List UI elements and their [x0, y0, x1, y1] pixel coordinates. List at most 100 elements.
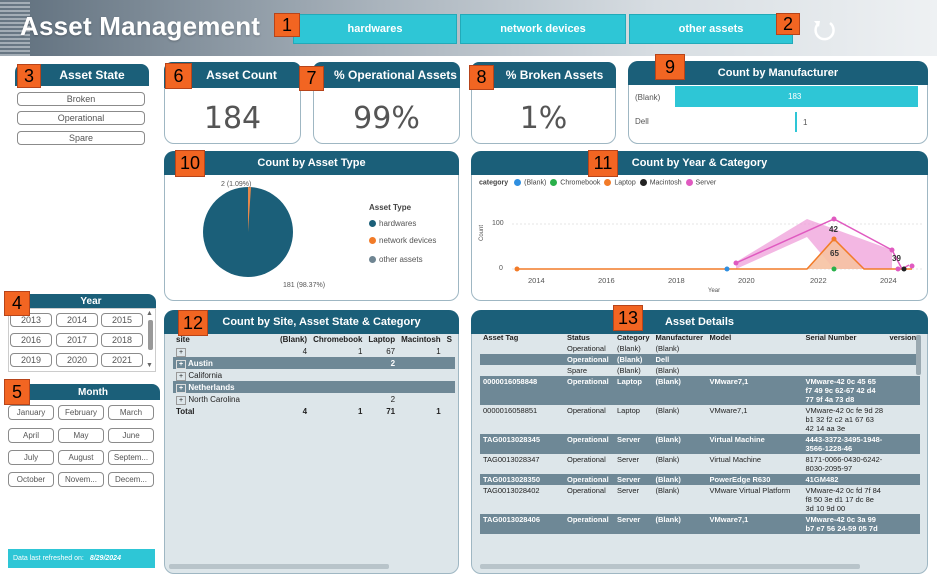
table-row[interactable]: Operational (Blank) Dell [480, 354, 920, 365]
manufacturer-bar-value: 1 [803, 118, 808, 127]
month-option[interactable]: Decem... [108, 472, 154, 487]
refresh-date: 8/29/2024 [89, 555, 121, 562]
year-option[interactable]: 2018 [101, 333, 143, 347]
nav-network-devices-button[interactable]: network devices [460, 14, 626, 44]
manufacturer-bar-value: 183 [788, 92, 802, 101]
asset-type-pie[interactable] [165, 152, 460, 302]
expand-icon: + [176, 395, 187, 405]
table-row[interactable]: TAG0013028406 Operational Server (Blank) VMw… [480, 514, 920, 534]
year-option[interactable]: 2017 [56, 333, 98, 347]
year-option[interactable]: 2020 [56, 353, 98, 367]
month-option[interactable]: Novem... [58, 472, 104, 487]
year-option[interactable]: 2016 [10, 333, 52, 347]
table-row[interactable]: Spare (Blank) (Blank) [567, 366, 680, 375]
year-header: Year [10, 294, 156, 308]
month-option[interactable]: May [58, 428, 104, 443]
callout-badge: 5 [4, 379, 30, 405]
matrix-hscrollbar[interactable] [169, 564, 389, 569]
expand-icon: + [176, 383, 187, 393]
year-option[interactable]: 2014 [56, 313, 98, 327]
x-tick: 2014 [528, 276, 545, 285]
month-option[interactable]: July [8, 450, 54, 465]
asset-type-title: Count by Asset Type [164, 151, 459, 175]
year-category-chart[interactable] [472, 152, 929, 302]
asset-type-card: Count by Asset Type 2 (1.09%) 181 (98.37… [164, 151, 459, 301]
table-row[interactable]: TAG0013028350 Operational Server (Blank) Pow… [480, 474, 920, 485]
x-tick: 2020 [738, 276, 755, 285]
year-option[interactable]: 2021 [101, 353, 143, 367]
x-axis-label: Year [708, 288, 721, 294]
callout-badge: 1 [274, 13, 300, 37]
table-row[interactable]: + California [173, 369, 455, 381]
app-title: Asset Management [20, 11, 261, 41]
pie-slice-network-devices [248, 186, 251, 232]
asset-state-broken[interactable]: Broken [17, 92, 145, 106]
month-option[interactable]: Septem... [108, 450, 154, 465]
reset-icon[interactable] [808, 16, 840, 44]
nav-hardwares-button[interactable]: hardwares [293, 14, 457, 44]
details-vscrollbar[interactable] [916, 335, 921, 375]
scroll-up-icon[interactable]: ▲ [146, 310, 153, 317]
year-option[interactable]: 2015 [101, 313, 143, 327]
year-option[interactable]: 2013 [10, 313, 52, 327]
y-tick: 0 [499, 265, 503, 272]
table-row[interactable]: Operational (Blank) (Blank) [567, 344, 680, 353]
kpi-operational-title: % Operational Assets [313, 62, 460, 88]
x-tick: 2024 [880, 276, 897, 285]
asset-state-spare[interactable]: Spare [17, 131, 145, 145]
year-option[interactable]: 2019 [10, 353, 52, 367]
site-matrix-card: Count by Site, Asset State & Category si… [164, 310, 459, 574]
nav-other-assets-button[interactable]: other assets [629, 14, 793, 44]
year-category-card: Count by Year & Category category (Blank… [471, 151, 928, 301]
table-row[interactable]: 0000016058848 Operational Laptop (Blank) VMw… [480, 376, 920, 405]
table-row[interactable]: TAG0013028345 Operational Server (Blank) Vir… [480, 434, 920, 454]
asset-state-header: Asset State [15, 64, 149, 86]
scroll-down-icon[interactable]: ▼ [146, 362, 153, 369]
manufacturer-row-label: Dell [635, 117, 649, 126]
point-server [831, 216, 837, 222]
legend-item-network-devices[interactable]: network devices [369, 236, 436, 245]
legend-item-hardwares[interactable]: hardwares [369, 219, 416, 228]
y-axis-label: Count [479, 224, 486, 242]
point-laptop [831, 236, 837, 242]
month-option[interactable]: August [58, 450, 104, 465]
x-tick: 2018 [668, 276, 685, 285]
matrix-header-row: site (Blank) Chromebook Laptop Macintosh… [176, 334, 452, 344]
asset-details-card: Asset Details Asset Tag Status Category … [471, 310, 928, 574]
manufacturer-bar[interactable] [795, 112, 797, 132]
year-scrollbar[interactable] [148, 320, 153, 350]
table-row[interactable]: + Austin 2 [173, 357, 455, 369]
legend-dot-icon [369, 256, 376, 264]
asset-state-operational[interactable]: Operational [17, 111, 145, 125]
site-matrix-table: site (Blank) Chromebook Laptop Macintosh… [173, 333, 455, 417]
callout-badge: 11 [588, 150, 618, 177]
month-option[interactable]: February [58, 405, 104, 420]
details-hscrollbar[interactable] [480, 564, 860, 569]
month-option[interactable]: October [8, 472, 54, 487]
kpi-broken-title: % Broken Assets [471, 62, 616, 88]
manufacturer-bar[interactable] [675, 86, 918, 107]
table-row[interactable]: TAG0013028402 Operational Server (Blank) VMw… [483, 486, 881, 513]
month-option[interactable]: April [8, 428, 54, 443]
pie-label-small: 2 (1.09%) [221, 181, 252, 188]
expand-icon: + [176, 371, 187, 381]
asset-details-scroll[interactable]: Asset Tag Status Category Manufacturer M… [480, 332, 920, 568]
table-row[interactable]: 0000016058851 Operational Laptop (Blank) VMw… [483, 406, 884, 433]
table-row[interactable]: + 4 1 67 1 [173, 345, 455, 357]
month-option[interactable]: June [108, 428, 154, 443]
data-label: 42 [829, 225, 838, 234]
point-blank [724, 266, 730, 272]
point-laptop [514, 266, 520, 272]
data-label: 65 [830, 249, 839, 258]
kpi-asset-count-value: 184 [203, 100, 262, 136]
legend-item-other-assets[interactable]: other assets [369, 255, 423, 264]
table-row[interactable]: + North Carolina 2 [173, 393, 455, 405]
point-server [733, 260, 739, 266]
table-row[interactable]: + Netherlands [173, 381, 455, 393]
month-option[interactable]: March [108, 405, 154, 420]
month-option[interactable]: January [8, 405, 54, 420]
table-row[interactable]: TAG0013028347 Operational Server (Blank) Vir… [483, 455, 883, 473]
legend-dot-icon [685, 179, 693, 186]
callout-badge: 13 [613, 305, 643, 331]
kpi-broken-card: % Broken Assets 1% [471, 62, 616, 144]
